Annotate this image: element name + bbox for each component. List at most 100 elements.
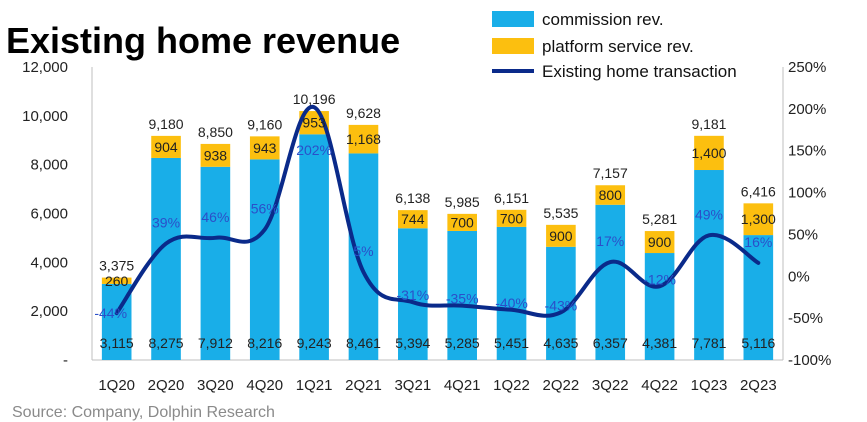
- bar-commission: [595, 204, 626, 360]
- commission-label: 6,357: [593, 335, 628, 351]
- x-tick-label: 1Q20: [98, 377, 135, 394]
- bar-commission: [249, 159, 280, 360]
- bar-platform: [200, 143, 231, 167]
- bar-platform: [694, 135, 724, 171]
- bar-platform: [644, 231, 675, 254]
- transaction-pct-label: -40%: [495, 295, 528, 311]
- commission-label: 5,451: [494, 335, 529, 351]
- platform-label: 700: [500, 210, 524, 226]
- legend-label-platform: platform service rev.: [542, 37, 694, 56]
- x-tick-label: 1Q21: [296, 377, 333, 394]
- total-label: 5,535: [543, 205, 578, 221]
- x-tick-label: 4Q20: [246, 377, 283, 394]
- y-right-tick-label: 200%: [788, 101, 826, 118]
- bar-platform: [249, 136, 280, 160]
- total-label: 6,138: [395, 190, 430, 206]
- x-tick-label: 4Q21: [444, 377, 481, 394]
- transaction-pct-label: 39%: [152, 215, 180, 231]
- platform-label: 900: [648, 234, 672, 250]
- x-tick-label: 1Q23: [691, 377, 728, 394]
- y-right-tick-label: -50%: [788, 310, 823, 327]
- transaction-pct-label: 49%: [695, 206, 723, 222]
- total-label: 10,196: [293, 91, 336, 107]
- transaction-pct-label: -43%: [545, 297, 578, 313]
- transaction-pct-label: 17%: [596, 233, 624, 249]
- x-tick-label: 2Q22: [543, 377, 580, 394]
- platform-label: 900: [549, 228, 573, 244]
- commission-label: 4,381: [642, 335, 677, 351]
- platform-label: 1,168: [346, 131, 381, 147]
- bar-commission: [299, 134, 329, 360]
- y-right-tick-label: 150%: [788, 143, 826, 160]
- platform-label: 943: [253, 140, 277, 156]
- platform-label: 700: [450, 214, 474, 230]
- total-label: 5,985: [445, 194, 480, 210]
- platform-label: 744: [401, 211, 425, 227]
- commission-label: 4,635: [543, 335, 578, 351]
- legend: commission rev. platform service rev. Ex…: [492, 10, 737, 81]
- bar-commission: [644, 253, 675, 360]
- y-left-tick-label: 2,000: [30, 303, 68, 320]
- bar-commission: [200, 166, 231, 360]
- bar-commission: [151, 157, 181, 360]
- y-left-tick-label: 10,000: [22, 108, 68, 125]
- platform-label: 1,300: [741, 211, 776, 227]
- transaction-pct-label: 5%: [353, 243, 373, 259]
- platform-label: 1,400: [691, 145, 726, 161]
- platform-label: 904: [154, 139, 178, 155]
- bar-platform: [101, 277, 132, 284]
- total-label: 9,180: [149, 116, 184, 132]
- x-tick-label: 1Q22: [493, 377, 530, 394]
- transaction-pct-label: 46%: [201, 209, 229, 225]
- total-label: 7,157: [593, 165, 628, 181]
- bar-commission: [496, 226, 527, 360]
- y-right-tick-label: 250%: [788, 59, 826, 76]
- chart-title: Existing home revenue: [6, 20, 400, 61]
- y-left-tick-label: -: [63, 352, 68, 369]
- transaction-pct-label: -31%: [396, 287, 429, 303]
- platform-label: 938: [204, 147, 228, 163]
- commission-label: 3,115: [100, 335, 134, 351]
- commission-label: 9,243: [297, 335, 332, 351]
- bars: [101, 111, 774, 360]
- x-tick-label: 2Q20: [148, 377, 185, 394]
- x-tick-label: 2Q23: [740, 377, 777, 394]
- commission-label: 5,394: [395, 335, 430, 351]
- bar-platform: [398, 210, 428, 229]
- bar-platform: [348, 124, 379, 154]
- bar-platform: [595, 185, 626, 205]
- transaction-pct-label: 202%: [296, 142, 332, 158]
- bar-commission: [694, 170, 724, 360]
- total-label: 9,160: [247, 116, 282, 132]
- total-label: 9,181: [691, 116, 726, 132]
- commission-label: 5,116: [741, 335, 775, 351]
- y-right-tick-label: -100%: [788, 352, 831, 369]
- source-note: Source: Company, Dolphin Research: [12, 404, 275, 421]
- y-right-tick-label: 50%: [788, 226, 818, 243]
- commission-label: 7,912: [198, 335, 233, 351]
- bar-platform: [151, 135, 181, 158]
- transaction-line-layer: [114, 105, 761, 318]
- x-tick-label: 3Q21: [394, 377, 431, 394]
- legend-swatch-platform: [492, 38, 534, 54]
- bar-commission: [348, 153, 379, 360]
- legend-label-commission: commission rev.: [542, 10, 664, 29]
- commission-label: 5,285: [445, 335, 480, 351]
- bar-platform: [447, 213, 477, 231]
- bar-platform: [743, 203, 774, 236]
- total-label: 5,281: [642, 211, 677, 227]
- y-left-tick-label: 4,000: [30, 254, 68, 271]
- total-label: 8,850: [198, 124, 233, 140]
- platform-label: 260: [105, 273, 129, 289]
- total-label: 6,416: [741, 183, 776, 199]
- x-tick-label: 4Q22: [641, 377, 678, 394]
- legend-swatch-commission: [492, 11, 534, 27]
- axes: - 2,000 4,000 6,000 8,000 10,000 12,000 -100% -5…: [22, 59, 831, 394]
- bar-platform: [546, 224, 576, 247]
- platform-label: 800: [599, 187, 623, 203]
- transaction-pct-label: -44%: [94, 305, 127, 321]
- x-tick-label: 2Q21: [345, 377, 382, 394]
- y-right-tick-label: 100%: [788, 185, 826, 202]
